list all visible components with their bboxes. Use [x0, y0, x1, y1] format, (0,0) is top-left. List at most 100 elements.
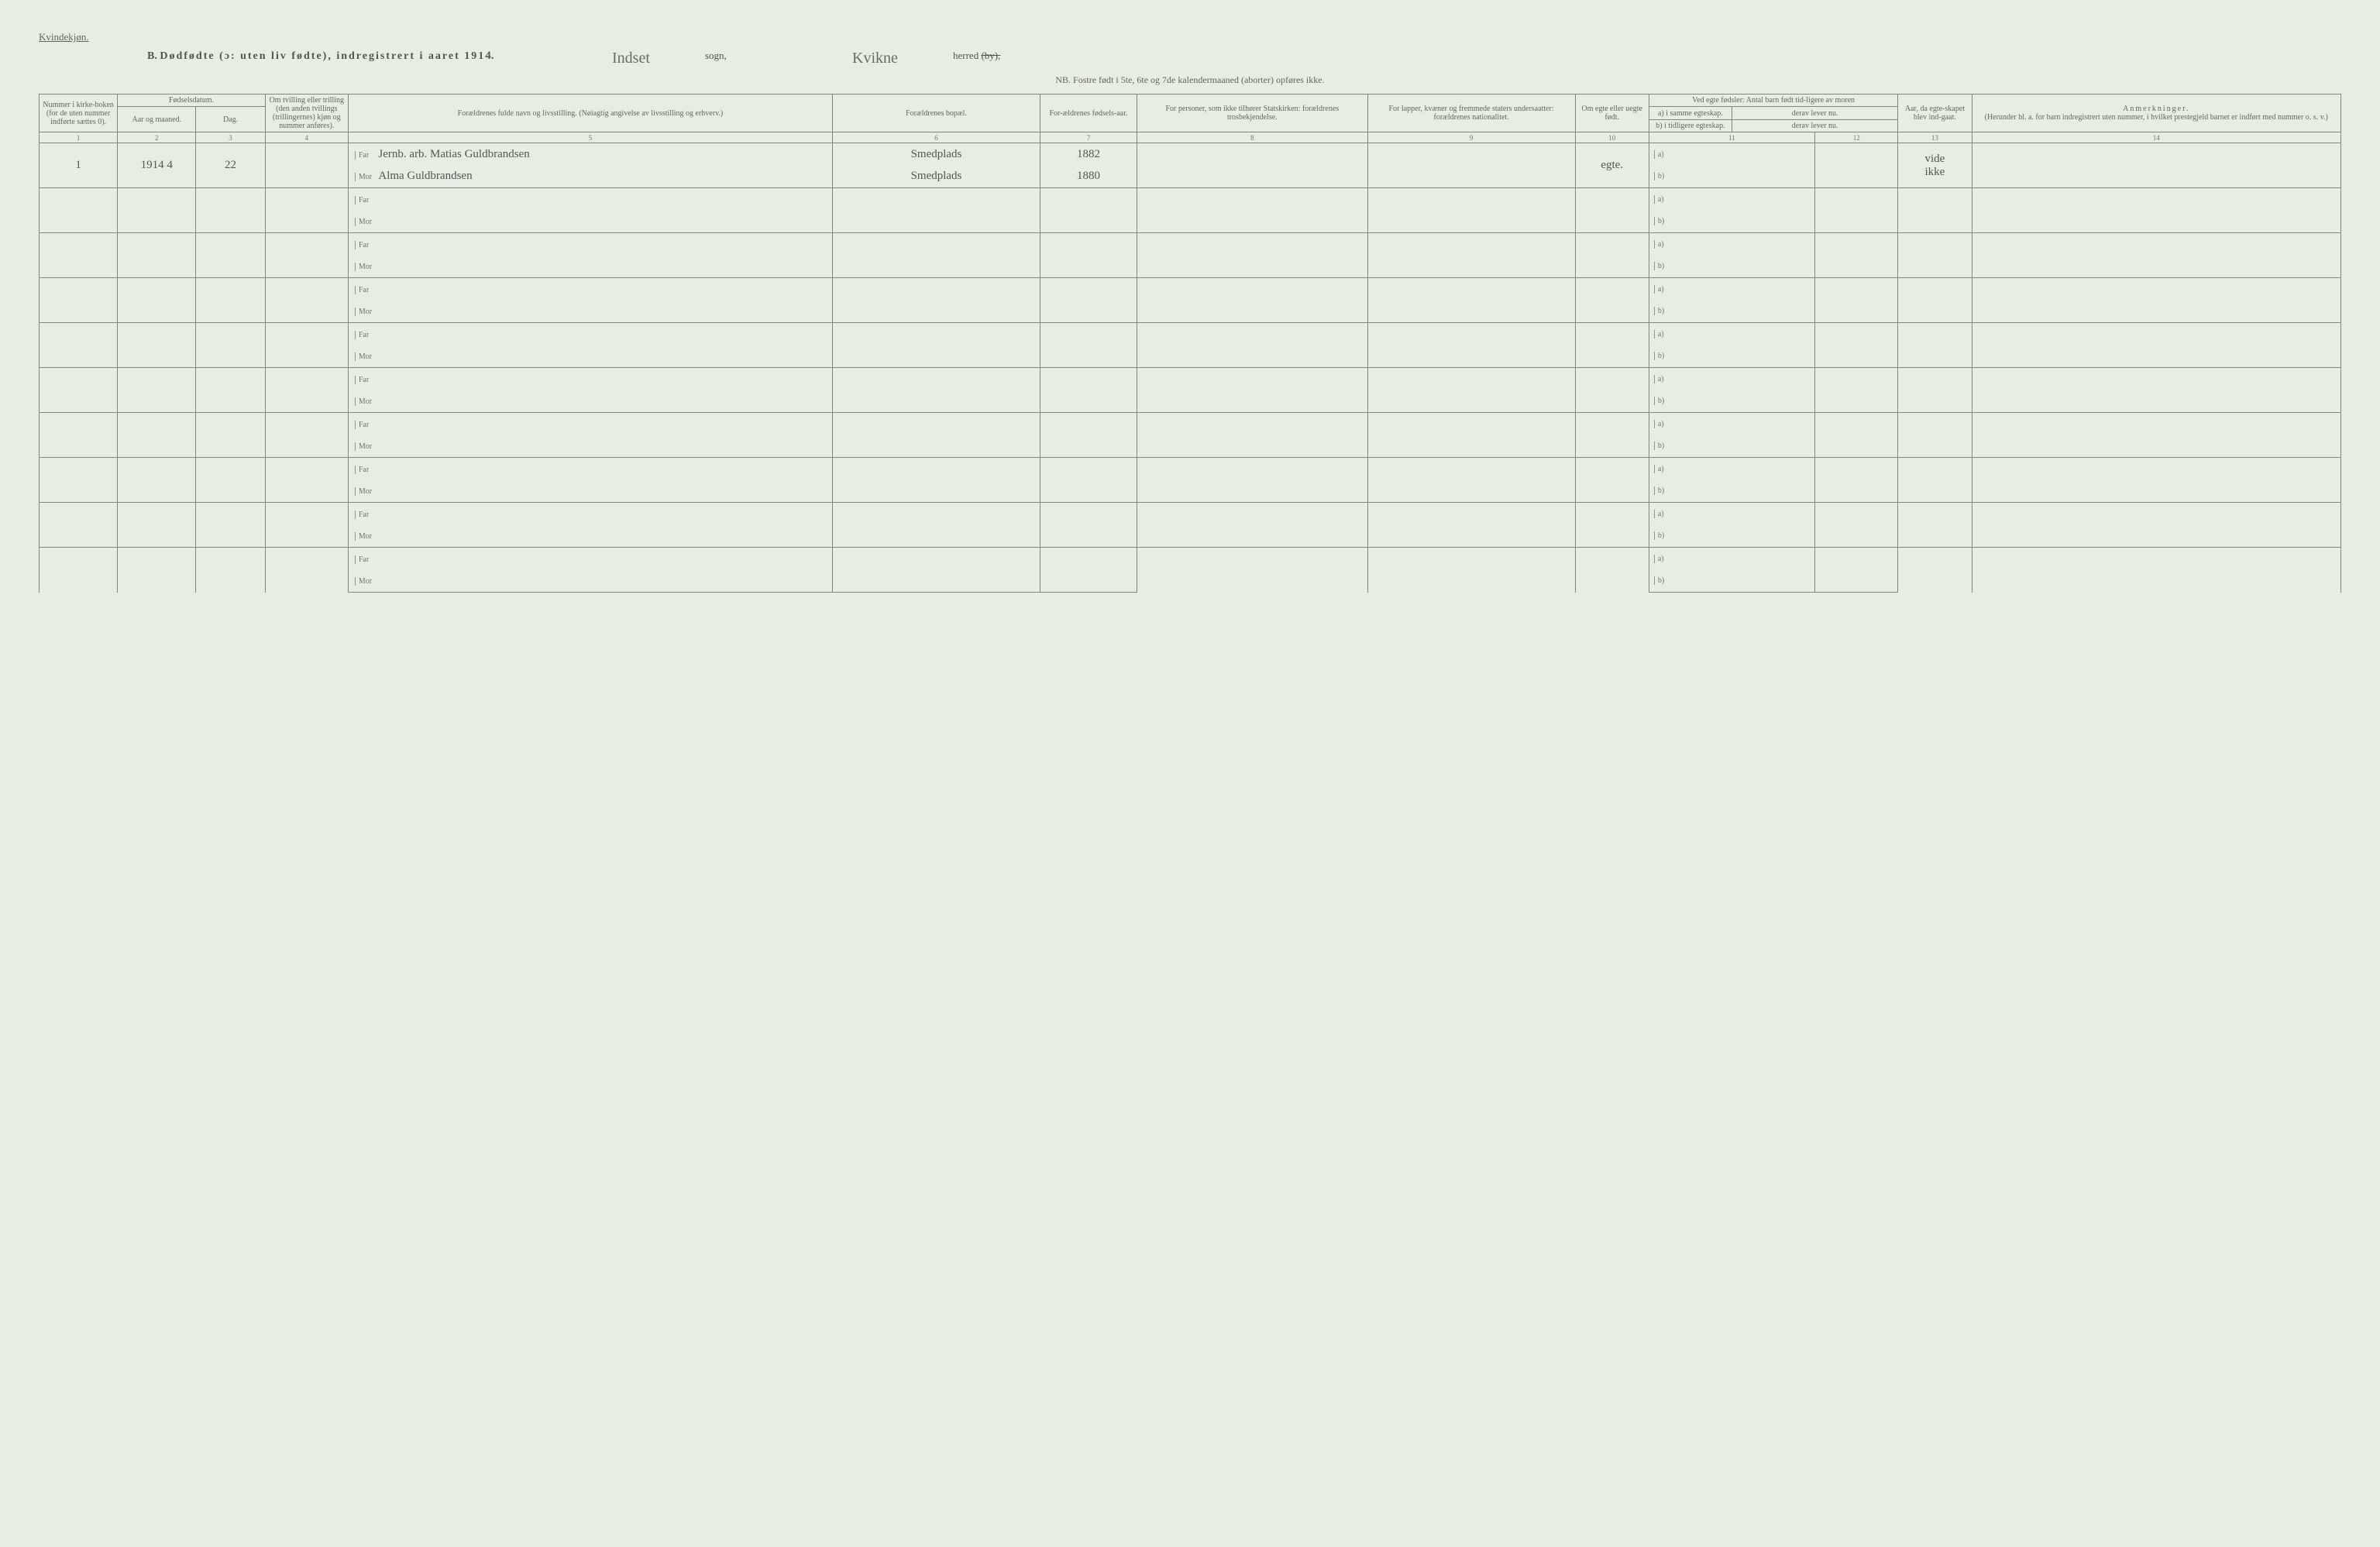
cell-remarks: [1972, 188, 2340, 233]
cell-mor-year: [1040, 480, 1137, 503]
cell-day: [196, 548, 265, 593]
cell-married-year: [1898, 368, 1972, 413]
col-header: Anmerkninger. (Herunder bl. a. for barn …: [1972, 95, 2340, 132]
cell-far-year: 1882: [1040, 143, 1137, 166]
col-header: a) i samme egteskap.: [1649, 107, 1732, 120]
cell-nationality: [1367, 188, 1575, 233]
cell-far-name: Far: [348, 278, 832, 301]
cell-mor-year: [1040, 525, 1137, 548]
cell-a-lever: [1815, 188, 1898, 211]
cell-b: b): [1649, 480, 1814, 503]
cell-egte: [1575, 233, 1649, 278]
cell-a-lever: [1815, 458, 1898, 480]
col-header: For lapper, kvæner og fremmede staters u…: [1367, 95, 1575, 132]
cell-b-lever: [1815, 345, 1898, 368]
cell-far-year: [1040, 458, 1137, 480]
cell-remarks: [1972, 233, 2340, 278]
col-header: Ved egte fødsler: Antal barn født tid-li…: [1649, 95, 1897, 107]
cell-egte: [1575, 458, 1649, 503]
cell-b: b): [1649, 211, 1814, 233]
cell-b-lever: [1815, 480, 1898, 503]
cell-mor-bopal: [833, 525, 1040, 548]
cell-a: a): [1649, 143, 1814, 166]
cell-num: [40, 413, 118, 458]
title-line: B. Dødfødte (ɔ: uten liv fødte), indregi…: [39, 50, 2341, 71]
cell-mor-year: [1040, 570, 1137, 593]
cell-b-lever: [1815, 435, 1898, 458]
table-row: Far a): [40, 278, 2341, 301]
cell-num: [40, 278, 118, 323]
cell-num: [40, 548, 118, 593]
cell-nationality: [1367, 278, 1575, 323]
cell-far-bopal: [833, 188, 1040, 211]
cell-remarks: [1972, 548, 2340, 593]
cell-mor-name: Mor: [348, 390, 832, 413]
cell-mor-name: Mor: [348, 211, 832, 233]
cell-egte: [1575, 188, 1649, 233]
cell-far-bopal: [833, 368, 1040, 390]
cell-mor-bopal: [833, 480, 1040, 503]
cell-nationality: [1367, 323, 1575, 368]
cell-yearmonth: [118, 548, 196, 593]
cell-a-lever: [1815, 278, 1898, 301]
cell-a: a): [1649, 233, 1814, 256]
col-header: Aar og maaned.: [118, 107, 196, 132]
cell-yearmonth: [118, 323, 196, 368]
col-header: Dag.: [196, 107, 265, 132]
col-header: For personer, som ikke tilhører Statskir…: [1137, 95, 1367, 132]
cell-yearmonth: [118, 458, 196, 503]
cell-a: a): [1649, 458, 1814, 480]
cell-b-lever: [1815, 256, 1898, 278]
cell-remarks: [1972, 323, 2340, 368]
cell-a: a): [1649, 188, 1814, 211]
cell-day: [196, 188, 265, 233]
cell-religion: [1137, 458, 1367, 503]
register-table: Nummer i kirke-boken (for de uten nummer…: [39, 94, 2341, 593]
cell-married-year: [1898, 188, 1972, 233]
table-row: Far a): [40, 323, 2341, 345]
cell-b: b): [1649, 390, 1814, 413]
table-row: Far a): [40, 233, 2341, 256]
cell-twin: [265, 233, 348, 278]
cell-remarks: [1972, 143, 2340, 188]
cell-a-lever: [1815, 143, 1898, 166]
page-header: Kvindekjøn. B. Dødfødte (ɔ: uten liv fød…: [39, 31, 2341, 86]
cell-mor-year: [1040, 435, 1137, 458]
col-header: Nummer i kirke-boken (for de uten nummer…: [40, 95, 118, 132]
cell-yearmonth: [118, 188, 196, 233]
cell-yearmonth: 1914 4: [118, 143, 196, 188]
cell-b: b): [1649, 301, 1814, 323]
cell-a-lever: [1815, 503, 1898, 525]
cell-religion: [1137, 503, 1367, 548]
col-header: Fødselsdatum.: [118, 95, 266, 107]
cell-mor-bopal: [833, 345, 1040, 368]
cell-far-bopal: [833, 278, 1040, 301]
herred-label: herred (by),: [953, 50, 1000, 62]
col-header: Om tvilling eller trilling (den anden tv…: [265, 95, 348, 132]
cell-yearmonth: [118, 368, 196, 413]
cell-mor-bopal: [833, 570, 1040, 593]
cell-a: a): [1649, 548, 1814, 570]
cell-egte: [1575, 503, 1649, 548]
cell-b: b): [1649, 570, 1814, 593]
cell-twin: [265, 458, 348, 503]
cell-day: [196, 503, 265, 548]
cell-nationality: [1367, 143, 1575, 188]
col-header: b) i tidligere egteskap.: [1649, 120, 1732, 132]
cell-mor-name: Mor: [348, 480, 832, 503]
cell-far-year: [1040, 278, 1137, 301]
cell-mor-name: Mor Alma Guldbrandsen: [348, 166, 832, 188]
col-header: Aar, da egte-skapet blev ind-gaat.: [1898, 95, 1972, 132]
cell-married-year: videikke: [1898, 143, 1972, 188]
cell-yearmonth: [118, 278, 196, 323]
cell-a-lever: [1815, 413, 1898, 435]
cell-married-year: [1898, 458, 1972, 503]
col-header: derav lever nu.: [1732, 107, 1897, 120]
cell-day: [196, 233, 265, 278]
cell-married-year: [1898, 548, 1972, 593]
cell-day: [196, 278, 265, 323]
cell-far-year: [1040, 233, 1137, 256]
cell-remarks: [1972, 458, 2340, 503]
cell-egte: [1575, 548, 1649, 593]
col-number-row: 123 456 789 1011 121314: [40, 132, 2341, 143]
